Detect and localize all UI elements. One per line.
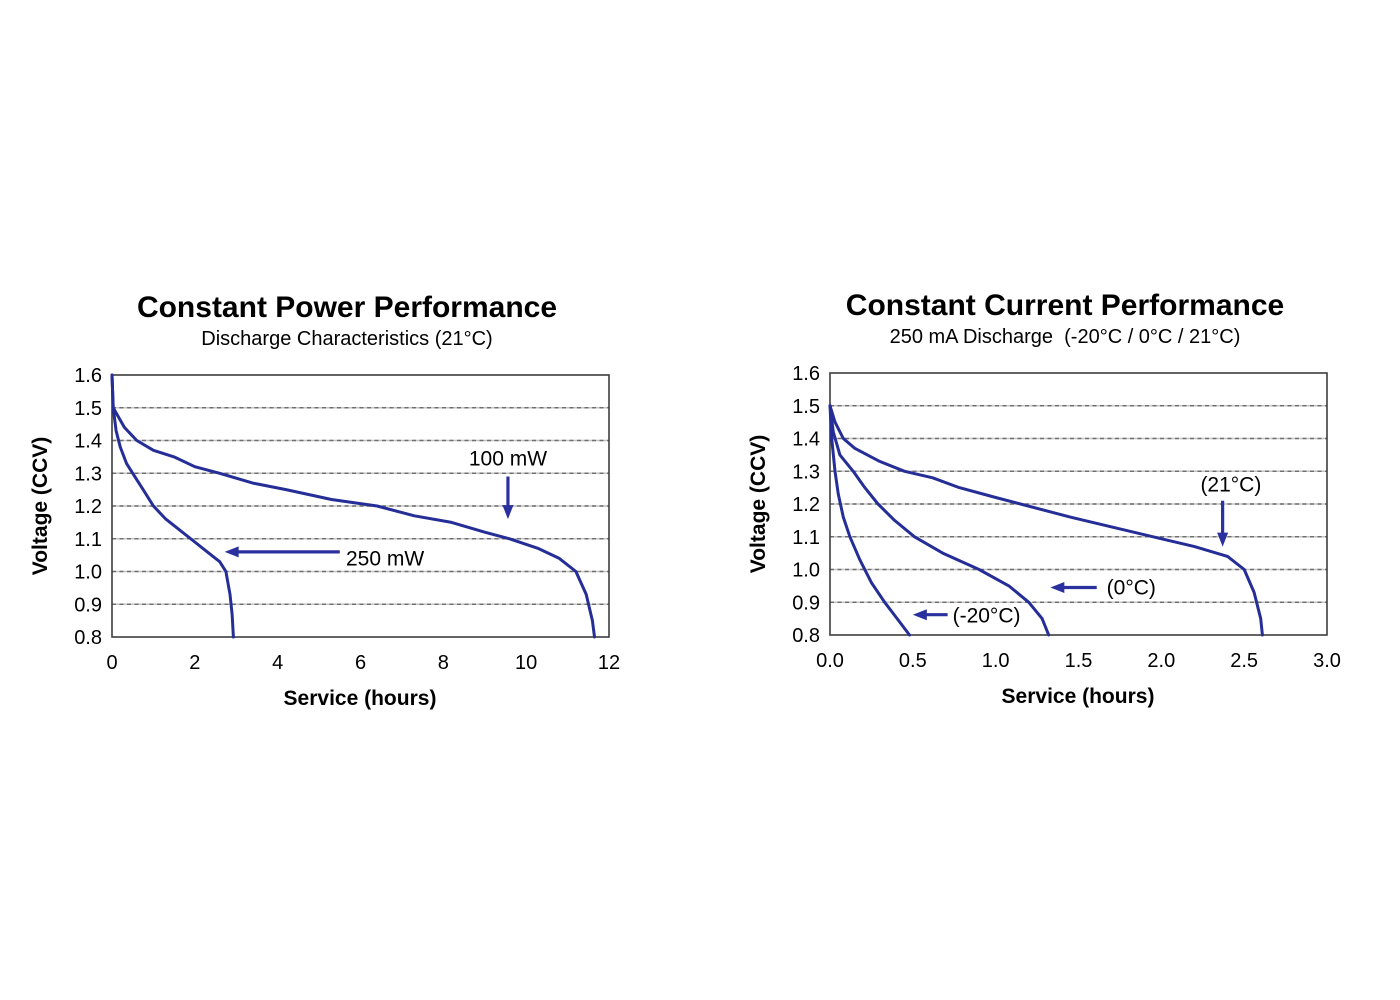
annotation-label: 100 mW bbox=[469, 448, 547, 471]
y-tick-label: 1.0 bbox=[74, 562, 102, 584]
annotation-arrowhead bbox=[1217, 532, 1229, 547]
y-tick-label: 1.1 bbox=[74, 529, 102, 551]
x-tick-label: 0.0 bbox=[816, 650, 844, 672]
chart-constant-power: Constant Power Performance Discharge Cha… bbox=[17, 277, 647, 727]
y-tick-label: 1.3 bbox=[792, 461, 820, 483]
plot-area: 1.6 1.5 1.4 1.3 1.2 1.1 1.0 0.9 0.8 0.0 0.5 1.0 1.5 2… bbox=[792, 363, 1341, 672]
x-tick-label: 0.5 bbox=[899, 650, 927, 672]
x-tick-label: 12 bbox=[598, 652, 620, 674]
x-tick-label: 0 bbox=[106, 652, 117, 674]
x-axis-title: Service (hours) bbox=[284, 687, 437, 710]
y-axis-title: Voltage (CCV) bbox=[747, 435, 770, 573]
x-axis-title: Service (hours) bbox=[1002, 685, 1155, 708]
x-tick-label: 2 bbox=[189, 652, 200, 674]
y-tick-label: 1.0 bbox=[792, 560, 820, 582]
x-tick-label: 2.0 bbox=[1147, 650, 1175, 672]
y-tick-label: 1.4 bbox=[74, 431, 102, 453]
annotation-label: 250 mW bbox=[346, 547, 424, 570]
chart-title: Constant Power Performance bbox=[137, 291, 557, 324]
plot-frame bbox=[111, 374, 610, 638]
series-line bbox=[828, 404, 1051, 637]
y-tick-label: 1.1 bbox=[792, 527, 820, 549]
x-tick-label: 2.5 bbox=[1230, 650, 1258, 672]
x-tick-label: 1.0 bbox=[982, 650, 1010, 672]
annotation-arrowhead bbox=[224, 546, 239, 558]
annotation-arrowhead bbox=[1050, 582, 1065, 594]
annotation-arrowhead bbox=[502, 505, 514, 520]
chart-title: Constant Current Performance bbox=[846, 289, 1284, 322]
x-tick-label: 6 bbox=[355, 652, 366, 674]
x-tick-label: 10 bbox=[515, 652, 537, 674]
annotation-label: (21°C) bbox=[1200, 473, 1261, 496]
chart-subtitle: 250 mA Discharge (-20°C / 0°C / 21°C) bbox=[890, 326, 1241, 348]
x-tick-label: 4 bbox=[272, 652, 283, 674]
series-line bbox=[110, 373, 235, 639]
constant-current-chart-canvas: Constant Current Performance 250 mA Disc… bbox=[747, 289, 1341, 708]
y-tick-label: 1.5 bbox=[792, 396, 820, 418]
y-tick-label: 1.4 bbox=[792, 429, 820, 451]
series-line bbox=[828, 404, 911, 637]
y-tick-label: 1.2 bbox=[792, 494, 820, 516]
y-axis-title: Voltage (CCV) bbox=[29, 437, 52, 575]
series-line bbox=[110, 373, 596, 639]
annotation-label: (0°C) bbox=[1107, 577, 1156, 600]
plot-frame bbox=[829, 372, 1328, 636]
y-tick-label: 0.8 bbox=[74, 627, 102, 649]
y-tick-label: 0.9 bbox=[74, 594, 102, 616]
x-tick-label: 8 bbox=[438, 652, 449, 674]
y-tick-label: 0.8 bbox=[792, 625, 820, 647]
annotation-label: (-20°C) bbox=[953, 604, 1021, 627]
y-tick-label: 1.6 bbox=[792, 363, 820, 385]
series-line bbox=[828, 404, 1264, 637]
y-tick-label: 1.6 bbox=[74, 365, 102, 387]
x-tick-label: 3.0 bbox=[1313, 650, 1341, 672]
y-tick-label: 1.3 bbox=[74, 463, 102, 485]
x-tick-label: 1.5 bbox=[1065, 650, 1093, 672]
y-tick-label: 1.2 bbox=[74, 496, 102, 518]
plot-area: 1.6 1.5 1.4 1.3 1.2 1.1 1.0 0.9 0.80 2 4 6 8 10 12 100 … bbox=[74, 365, 620, 674]
constant-power-chart-canvas: Constant Power Performance Discharge Cha… bbox=[29, 291, 620, 710]
chart-subtitle: Discharge Characteristics (21°C) bbox=[201, 328, 492, 350]
y-tick-label: 1.5 bbox=[74, 398, 102, 420]
annotation-arrowhead bbox=[912, 609, 927, 621]
chart-constant-current: Constant Current Performance 250 mA Disc… bbox=[735, 275, 1365, 725]
y-tick-label: 0.9 bbox=[792, 592, 820, 614]
